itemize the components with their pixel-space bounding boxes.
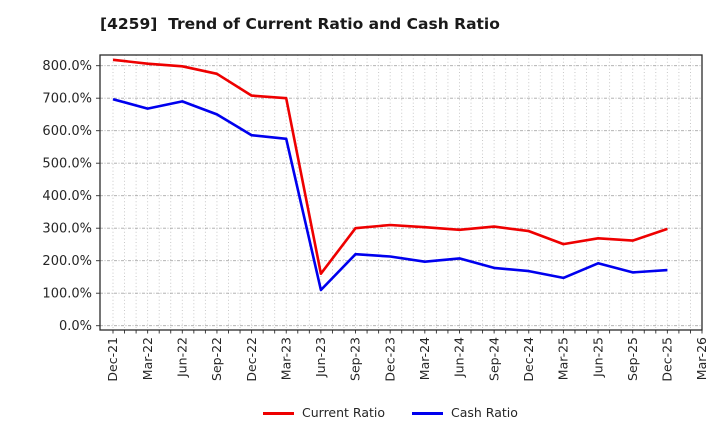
x-tick-label: Mar-25 (556, 337, 571, 380)
legend-swatch-current-ratio (263, 411, 294, 415)
legend-item-current-ratio: Current Ratio (263, 405, 386, 420)
minor-gridlines-vertical (112, 55, 703, 330)
y-tick-label: 600.0% (42, 124, 92, 139)
y-tick-labels: 0.0% 100.0% 200.0% 300.0% 400.0% 500.0% 600.0%… (42, 59, 92, 334)
x-tick-label: Mar-23 (278, 337, 293, 380)
x-tick-label: Dec-21 (105, 337, 120, 382)
y-tick-label: 200.0% (42, 254, 92, 269)
x-tick-label: Sep-25 (625, 337, 640, 381)
y-tick-label: 700.0% (42, 92, 92, 107)
x-tick-label: Jun-24 (452, 337, 467, 378)
x-tick-labels: Dec-21 Mar-22 Jun-22 Sep-22 Dec-22 Mar-23 Jun-… (105, 337, 709, 382)
y-tick-label: 400.0% (42, 189, 92, 204)
x-tick-label: Jun-23 (313, 337, 328, 378)
x-tick-label: Sep-23 (348, 337, 363, 381)
major-gridlines-horizontal (100, 65, 702, 327)
plot-border (99, 54, 703, 331)
current-ratio-line (112, 58, 668, 276)
x-tick-label: Mar-26 (694, 337, 709, 380)
y-tick-label: 800.0% (42, 59, 92, 74)
x-tick-label: Jun-22 (174, 337, 189, 378)
x-tick-label: Dec-23 (382, 337, 397, 382)
chart-title: [4259] Trend of Current Ratio and Cash R… (100, 15, 500, 33)
legend-label: Cash Ratio (451, 405, 518, 420)
legend-item-cash-ratio: Cash Ratio (412, 405, 518, 420)
y-tick-label: 100.0% (42, 287, 92, 302)
x-tick-label: Sep-24 (486, 337, 501, 381)
x-tick-label: Jun-25 (590, 337, 605, 378)
y-tick-label: 300.0% (42, 222, 92, 237)
x-tick-label: Dec-25 (660, 337, 675, 382)
x-tick-label: Mar-22 (140, 337, 155, 380)
x-tick-label: Mar-24 (417, 337, 432, 380)
legend-swatch-cash-ratio (412, 411, 444, 415)
x-tick-label: Sep-22 (209, 337, 224, 381)
y-tick-label: 0.0% (59, 319, 92, 334)
chart-legend: Current Ratio Cash Ratio (263, 405, 518, 420)
cash-ratio-line (112, 97, 668, 292)
legend-label: Current Ratio (302, 405, 386, 420)
series-lines (112, 58, 668, 292)
x-tick-label: Dec-24 (521, 337, 536, 382)
y-tick-label: 500.0% (42, 157, 92, 172)
x-tick-label: Dec-22 (244, 337, 259, 382)
